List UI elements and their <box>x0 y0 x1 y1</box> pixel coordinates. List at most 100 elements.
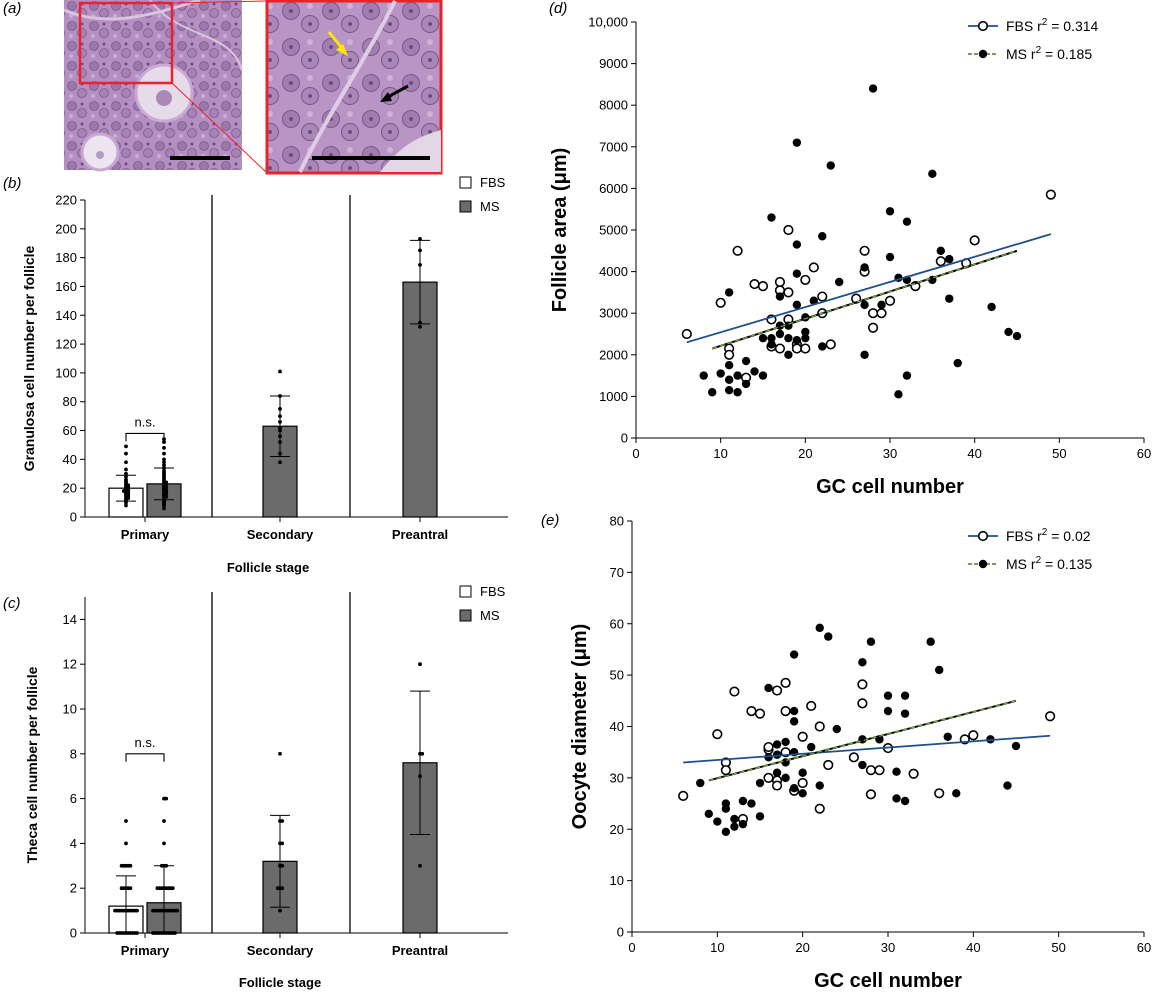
point-fbs <box>771 685 783 696</box>
point-ms <box>713 817 722 826</box>
point-fbs <box>678 790 689 801</box>
scatter-chart-d: 0 1000 2000 3000 4000 5000 6000 7000 8000 9000 10,… <box>549 15 1151 499</box>
fit-line-fbs <box>683 734 1051 764</box>
x-tick-label: 60 <box>1137 940 1151 955</box>
point-ms <box>767 213 776 222</box>
point-ms <box>784 350 793 359</box>
point-ms <box>772 768 782 777</box>
y-tick-label: 80 <box>63 394 77 409</box>
point-ms <box>733 388 742 397</box>
data-point <box>162 457 166 462</box>
data-point <box>280 886 285 891</box>
point-ms <box>704 809 713 819</box>
legend-marker-fbs <box>977 530 989 542</box>
point-ms <box>902 371 912 380</box>
bar-chart-b: 0 20 40 60 80 100 120 140 160 180 200 220 Primary Sec… <box>21 175 508 575</box>
point-ms <box>885 252 895 262</box>
panel-label-a: (a) <box>3 0 22 17</box>
y-tick-label: 0 <box>617 925 624 940</box>
point-fbs <box>814 803 825 814</box>
point-ms <box>784 333 793 343</box>
y-tick-label: 100 <box>55 365 77 380</box>
x-tick-label: Secondary <box>247 527 314 542</box>
x-tick-label: Primary <box>121 943 170 958</box>
data-point <box>119 863 124 868</box>
legend-swatch-ms <box>459 609 472 622</box>
data-point <box>418 324 422 329</box>
y-tick-label: 40 <box>63 452 77 467</box>
data-point <box>124 451 128 456</box>
x-axis-title: GC cell number <box>816 476 964 498</box>
point-ms <box>945 254 954 264</box>
y-tick-label: 8 <box>70 746 77 761</box>
point-fbs <box>935 256 946 267</box>
y-tick-label: 3000 <box>599 306 628 321</box>
data-point <box>135 908 139 913</box>
point-ms <box>1003 781 1012 790</box>
bar-chart-c: 0 2 4 6 8 10 12 14 Primary Secondary Preantral Foll… <box>24 584 508 990</box>
y-tick-label: 0 <box>70 510 77 525</box>
point-ms <box>755 812 765 821</box>
point-fbs <box>823 759 834 771</box>
panel-label-e: (e) <box>541 512 560 529</box>
y-tick-label: 80 <box>610 514 624 529</box>
point-ms <box>892 794 901 803</box>
y-tick-label: 220 <box>55 193 77 208</box>
x-tick-label: 50 <box>1051 940 1065 955</box>
point-ms <box>758 333 768 343</box>
point-fbs <box>763 741 774 753</box>
y-tick-label: 8000 <box>599 98 628 113</box>
point-fbs <box>732 245 743 256</box>
data-point <box>418 662 422 667</box>
point-ms <box>708 388 717 397</box>
point-ms <box>809 296 818 305</box>
point-ms <box>801 327 810 337</box>
point-ms <box>738 796 748 806</box>
point-fbs <box>825 339 836 350</box>
point-ms <box>860 350 869 359</box>
point-fbs <box>724 349 735 360</box>
x-axis-title: Follicle stage <box>227 560 309 575</box>
data-point <box>151 908 155 913</box>
y-tick-label: 0 <box>621 431 628 446</box>
point-ms <box>798 768 807 777</box>
point-ms <box>775 292 785 301</box>
y-tick-label: 1000 <box>599 389 628 404</box>
point-fbs <box>763 772 774 783</box>
y-tick-label: 0 <box>70 926 77 941</box>
data-point <box>164 796 169 801</box>
legend-label-fbs: FBS <box>480 584 506 599</box>
y-axis-title: Theca cell number per follicle <box>24 666 40 863</box>
micrograph-panel <box>63 0 443 175</box>
point-ms <box>755 778 765 788</box>
data-point <box>162 440 166 444</box>
point-ms <box>750 367 759 376</box>
x-axis-title: Follicle stage <box>239 975 321 990</box>
point-ms <box>772 740 782 749</box>
significance-label: n.s. <box>135 414 156 429</box>
data-point <box>170 886 175 891</box>
point-ms <box>789 717 799 726</box>
data-point <box>162 819 166 823</box>
micrograph-right-zoom <box>171 0 443 175</box>
point-fbs <box>715 297 726 308</box>
y-tick-label: 14 <box>63 612 77 627</box>
point-ms <box>858 658 867 667</box>
y-tick-label: 70 <box>610 565 624 580</box>
x-tick-label: 10 <box>710 940 724 955</box>
legend-swatch-ms <box>459 200 472 213</box>
point-fbs <box>859 245 870 256</box>
point-ms <box>730 822 739 831</box>
y-tick-label: 4 <box>70 836 77 851</box>
data-point <box>124 460 128 465</box>
data-point <box>162 451 166 456</box>
point-ms <box>792 336 802 345</box>
point-fbs <box>797 777 808 789</box>
data-point <box>124 444 128 449</box>
point-ms <box>767 340 776 349</box>
point-ms <box>826 161 835 170</box>
point-ms <box>1004 327 1013 337</box>
data-point <box>135 931 139 935</box>
point-ms <box>1012 331 1022 341</box>
